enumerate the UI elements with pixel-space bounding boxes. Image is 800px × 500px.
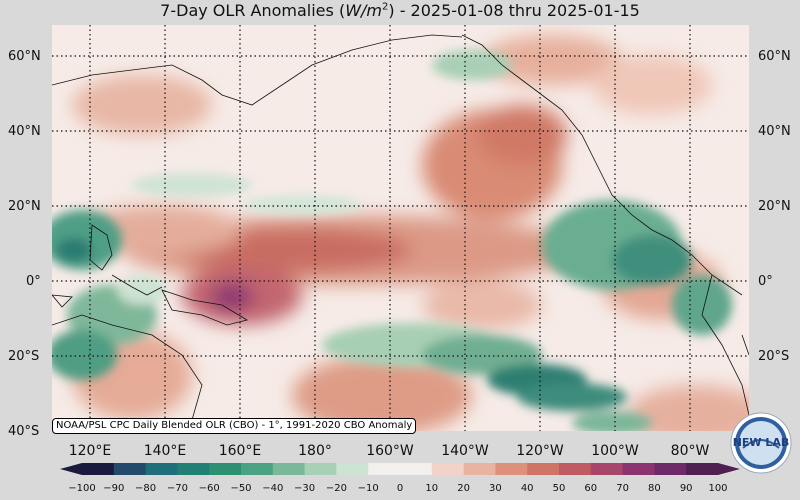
lat-label-20n-right: 20°N [758, 199, 791, 214]
colorbar-cell [590, 463, 624, 475]
colorbar-tick-label: 100 [708, 483, 728, 494]
olr-anomaly-map [52, 25, 749, 431]
colorbar-tick-label: −10 [357, 483, 379, 494]
colorbar-extend-low [60, 463, 82, 475]
lon-label-100w: 100°W [591, 443, 639, 459]
lat-label-60n-right: 60°N [758, 49, 791, 64]
colorbar-tick-label: 10 [425, 483, 439, 494]
coastlines [52, 34, 749, 431]
title-unit-exponent: 2 [381, 1, 389, 13]
colorbar-tick-label: 80 [648, 483, 661, 494]
colorbar-extend-high [718, 463, 740, 475]
colorbar-cell [559, 463, 592, 475]
colorbar-tick-label: 0 [396, 483, 404, 494]
colorbar-tick-label: −70 [166, 483, 188, 494]
colorbar-tick-label: −40 [262, 483, 284, 494]
lat-label-40n-left: 40°N [8, 124, 41, 139]
colorbar-cell [113, 463, 147, 475]
lon-label-80w: 80°W [670, 443, 710, 459]
colorbar-tick-label: −20 [325, 483, 347, 494]
lon-label-160w: 160°W [366, 443, 414, 459]
lat-label-20n-left: 20°N [8, 199, 41, 214]
colorbar-cell [654, 463, 687, 475]
negative-anomaly-field [52, 50, 732, 431]
graticule [52, 25, 749, 431]
colorbar-tick-label: 60 [584, 483, 598, 494]
lat-label-40s-left: 40°S [8, 424, 40, 439]
colorbar-tick-label: −80 [135, 483, 157, 494]
colorbar-cell [209, 463, 242, 475]
colorbar-tick-label: 20 [457, 483, 470, 494]
colorbar-tick-label: 90 [679, 483, 693, 494]
colorbar-cell [495, 463, 528, 475]
colorbar [60, 463, 740, 475]
colorbar-cell [145, 463, 178, 475]
title-prefix: 7-Day OLR Anomalies ( [160, 1, 346, 20]
title-unit: W/m [345, 1, 382, 20]
lon-label-120e: 120°E [68, 443, 112, 459]
lon-label-140w: 140°W [441, 443, 489, 459]
lat-label-20s-left: 20°S [8, 349, 40, 364]
logo-icon: NEW LAB [730, 412, 792, 474]
map-canvas [52, 25, 749, 431]
data-source-credit: NOAA/PSL CPC Daily Blended OLR (CBO) - 1… [52, 418, 417, 434]
colorbar-cell [463, 463, 496, 475]
colorbar-tick-label: −90 [103, 483, 125, 494]
colorbar-tick-label: 50 [552, 483, 566, 494]
lat-label-eq-right: 0° [758, 274, 773, 289]
lon-label-160e: 160°E [218, 443, 262, 459]
colorbar-cell [368, 463, 401, 475]
colorbar-tick-label: −30 [294, 483, 316, 494]
colorbar-cell [304, 463, 337, 475]
map-title: 7-Day OLR Anomalies (W/m2) - 2025-01-08 … [0, 1, 800, 20]
colorbar-cell [241, 463, 274, 475]
colorbar-cell [82, 463, 115, 475]
lon-label-120w: 120°W [516, 443, 564, 459]
colorbar-cell [336, 463, 369, 475]
colorbar-tick-label: 40 [520, 483, 534, 494]
colorbar-tick-label: −100 [68, 483, 96, 494]
colorbar-tick-label: −60 [198, 483, 220, 494]
logo-text: NEW LAB [733, 436, 790, 449]
colorbar-tick-label: 30 [489, 483, 502, 494]
psl-logo: NEW LAB [730, 412, 792, 474]
colorbar-cell [686, 463, 719, 475]
lat-label-eq-left: 0° [26, 274, 41, 289]
colorbar-cell [272, 463, 306, 475]
title-suffix: ) - 2025-01-08 thru 2025-01-15 [388, 1, 640, 20]
colorbar-cell [622, 463, 655, 475]
lon-label-140e: 140°E [143, 443, 187, 459]
positive-anomaly-field [72, 35, 749, 431]
colorbar-tick-label: −50 [230, 483, 252, 494]
colorbar-cell [527, 463, 560, 475]
lat-label-40n-right: 40°N [758, 124, 791, 139]
lat-label-60n-left: 60°N [8, 49, 41, 64]
colorbar-cell [431, 463, 465, 475]
colorbar-cell [400, 463, 433, 475]
lon-label-180: 180° [298, 443, 332, 459]
colorbar-cell [177, 463, 210, 475]
colorbar-tick-label: 70 [616, 483, 629, 494]
lat-label-20s-right: 20°S [758, 349, 790, 364]
